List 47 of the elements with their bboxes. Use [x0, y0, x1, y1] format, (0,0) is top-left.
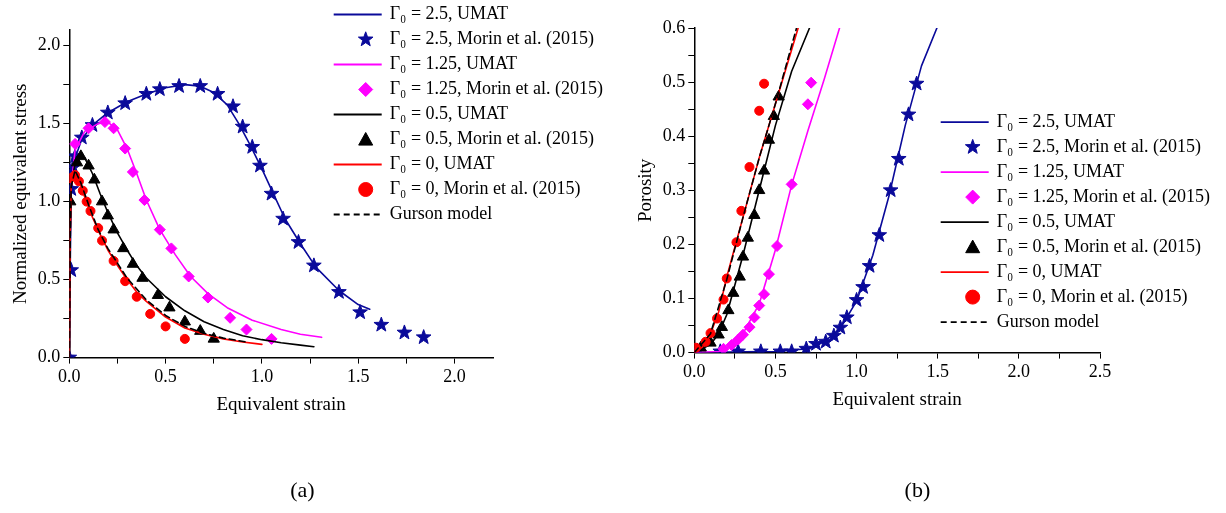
y-tick-label: 1.0	[37, 190, 61, 211]
legend-label: Γ₀ = 0, Morin et al. (2015)	[389, 178, 581, 200]
x-tick-label: 0.0	[58, 366, 81, 387]
legend-label: Γ₀ = 0, Morin et al. (2015)	[996, 285, 1188, 307]
x-tick-label: 1.0	[845, 361, 868, 382]
x-axis-title: Equivalent strain	[832, 387, 963, 409]
x-tick-label: 1.5	[926, 361, 949, 382]
y-tick-label: 0.2	[662, 233, 686, 254]
x-tick-label: 2.5	[1088, 361, 1112, 382]
x-tick-label: 0.5	[764, 361, 787, 382]
y-tick-label: 0.5	[662, 70, 686, 91]
y-tick-label: 2.0	[37, 34, 61, 55]
text: (b)	[904, 476, 931, 502]
y-tick-label: 0.4	[662, 124, 686, 145]
y-tick-label: 0.0	[662, 341, 686, 362]
y-tick-label: 0.1	[662, 287, 686, 308]
legend-label: Γ₀ = 0, UMAT	[996, 260, 1102, 281]
y-tick-label: 0.3	[662, 179, 686, 200]
y-tick-label: 0.6	[662, 16, 686, 37]
y-tick-label: 0.0	[37, 346, 61, 367]
legend-label: Γ₀ = 1.25, Morin et al. (2015)	[389, 78, 604, 100]
legend-label: Γ₀ = 1.25, UMAT	[389, 53, 518, 74]
x-tick-label: 2.0	[443, 366, 466, 387]
legend-label: Γ₀ = 0.5, Morin et al. (2015)	[996, 235, 1202, 257]
legend-label: Gurson model	[389, 203, 493, 224]
x-tick-label: 2.0	[1007, 361, 1031, 382]
legend-label: Γ₀ = 0.5, UMAT	[996, 210, 1116, 231]
x-tick-label: 1.0	[250, 366, 274, 387]
legend-label: Γ₀ = 2.5, Morin et al. (2015)	[389, 28, 595, 50]
y-tick-label: 1.5	[37, 112, 61, 133]
legend-label: Γ₀ = 0, UMAT	[389, 153, 495, 174]
x-tick-label: 1.5	[346, 366, 370, 387]
x-tick-label: 0.0	[683, 361, 706, 382]
y-tick-label: 0.5	[37, 268, 61, 289]
legend-label: Γ₀ = 0.5, UMAT	[389, 103, 509, 124]
legend-label: Γ₀ = 1.25, Morin et al. (2015)	[996, 185, 1211, 207]
legend-label: Γ₀ = 1.25, UMAT	[996, 160, 1125, 181]
legend-label: Γ₀ = 2.5, UMAT	[389, 3, 509, 24]
legend-label: Γ₀ = 2.5, UMAT	[996, 110, 1116, 131]
legend-label: Gurson model	[996, 310, 1100, 331]
y-axis-title: Normalized equivalent stress	[9, 83, 31, 305]
legend-label: Γ₀ = 0.5, Morin et al. (2015)	[389, 128, 595, 150]
text: (a)	[290, 476, 315, 502]
legend-label: Γ₀ = 2.5, Morin et al. (2015)	[996, 135, 1202, 157]
x-tick-label: 0.5	[154, 366, 177, 387]
x-axis-title: Equivalent strain	[216, 392, 347, 414]
y-axis-title: Porosity	[634, 158, 656, 222]
